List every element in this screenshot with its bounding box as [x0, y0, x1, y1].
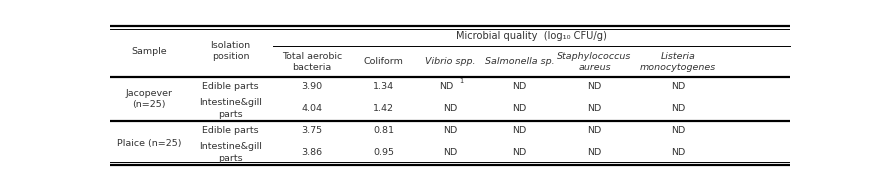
Text: ND: ND — [670, 104, 684, 113]
Text: 3.86: 3.86 — [302, 148, 323, 157]
Text: 1: 1 — [459, 78, 462, 84]
Text: 0.81: 0.81 — [373, 126, 394, 135]
Text: Vibrio spp.: Vibrio spp. — [424, 57, 474, 66]
Text: ND: ND — [670, 82, 684, 91]
Text: ND: ND — [442, 126, 457, 135]
Text: 1.42: 1.42 — [373, 104, 394, 113]
Text: ND: ND — [512, 104, 526, 113]
Text: Listeria
monocytogenes: Listeria monocytogenes — [639, 52, 716, 72]
Text: ND: ND — [512, 126, 526, 135]
Text: Coliform: Coliform — [363, 57, 403, 66]
Text: ND: ND — [587, 148, 601, 157]
Text: 3.90: 3.90 — [302, 82, 323, 91]
Text: ND: ND — [439, 82, 453, 91]
Text: Microbial quality  (log₁₀ CFU/g): Microbial quality (log₁₀ CFU/g) — [456, 31, 606, 41]
Text: 1.34: 1.34 — [373, 82, 394, 91]
Text: ND: ND — [512, 82, 526, 91]
Text: Isolation
position: Isolation position — [210, 41, 250, 61]
Text: Salmonella sp.: Salmonella sp. — [484, 57, 554, 66]
Text: ND: ND — [670, 148, 684, 157]
Text: Edible parts: Edible parts — [202, 82, 259, 91]
Text: ND: ND — [587, 82, 601, 91]
Text: ND: ND — [512, 148, 526, 157]
Text: ND: ND — [442, 148, 457, 157]
Text: 3.75: 3.75 — [302, 126, 323, 135]
Text: Intestine&gill
parts: Intestine&gill parts — [199, 98, 261, 119]
Text: ND: ND — [442, 104, 457, 113]
Text: Sample: Sample — [131, 47, 167, 56]
Text: ND: ND — [670, 126, 684, 135]
Text: ND: ND — [587, 104, 601, 113]
Text: Jacopever
(n=25): Jacopever (n=25) — [125, 89, 172, 109]
Text: Total aerobic
bacteria: Total aerobic bacteria — [282, 52, 342, 72]
Text: Plaice (n=25): Plaice (n=25) — [117, 139, 181, 148]
Text: Edible parts: Edible parts — [202, 126, 259, 135]
Text: Intestine&gill
parts: Intestine&gill parts — [199, 143, 261, 163]
Text: Staphylococcus
aureus: Staphylococcus aureus — [557, 52, 631, 72]
Text: 0.95: 0.95 — [373, 148, 394, 157]
Text: ND: ND — [587, 126, 601, 135]
Text: 4.04: 4.04 — [302, 104, 323, 113]
